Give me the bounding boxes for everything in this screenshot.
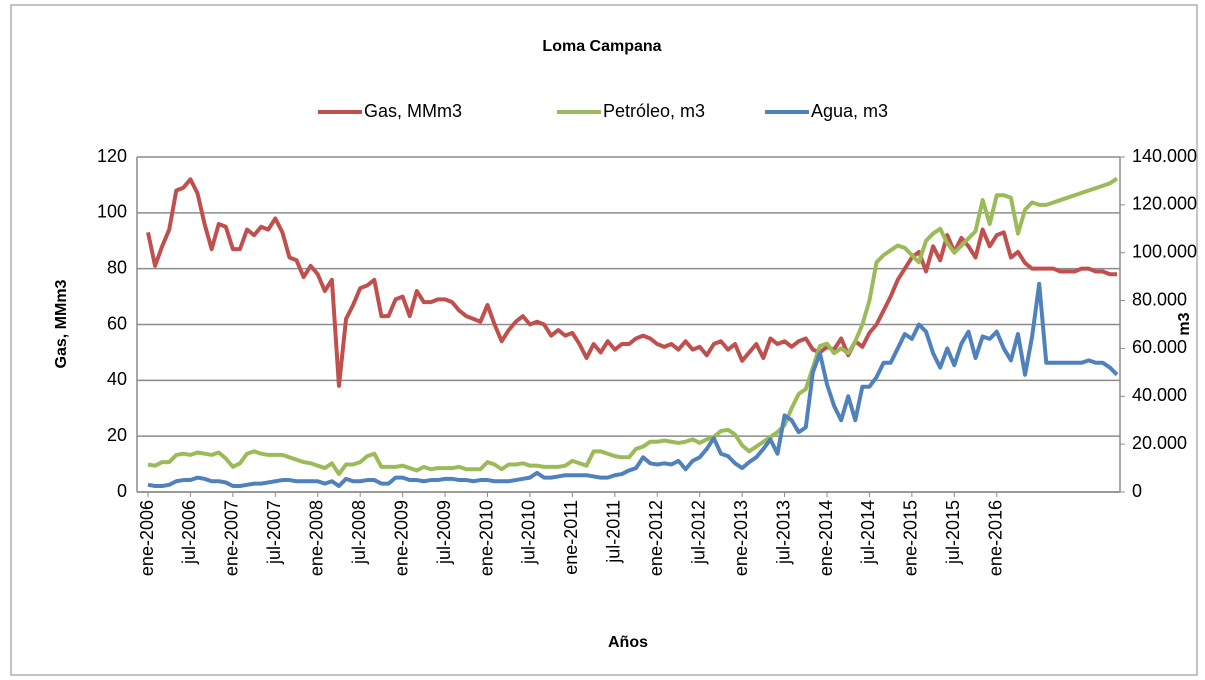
x-tick-label: jul-2015 <box>943 500 963 565</box>
x-tick-label: jul-2011 <box>604 500 624 564</box>
x-tick-label: jul-2012 <box>688 500 708 565</box>
x-tick-label: jul-2008 <box>349 500 369 565</box>
y-tick-label: 100 <box>97 202 127 222</box>
x-tick-label: jul-2013 <box>773 500 793 565</box>
x-tick-label: jul-2006 <box>179 500 199 565</box>
x-tick-label: jul-2014 <box>858 500 878 565</box>
y-tick-label: 120 <box>97 146 127 166</box>
x-tick-label: ene-2013 <box>731 500 751 576</box>
legend-label: Agua, m3 <box>811 101 888 121</box>
x-tick-label: jul-2007 <box>264 500 284 565</box>
y2-tick-label: 20.000 <box>1132 433 1187 453</box>
x-tick-label: ene-2008 <box>307 500 327 576</box>
x-tick-label: ene-2011 <box>561 500 581 575</box>
x-tick-label: ene-2016 <box>986 500 1006 576</box>
y-tick-label: 0 <box>117 481 127 501</box>
y2-tick-label: 120.000 <box>1132 194 1197 214</box>
y-tick-label: 40 <box>107 369 127 389</box>
y2-tick-label: 40.000 <box>1132 385 1187 405</box>
x-tick-label: ene-2010 <box>476 500 496 576</box>
series-line <box>147 281 1119 489</box>
series-line <box>147 176 1119 477</box>
y-axis-title: Gas, MMm3 <box>53 279 70 368</box>
y2-tick-label: 80.000 <box>1132 289 1187 309</box>
y-tick-label: 20 <box>107 425 127 445</box>
x-tick-label: ene-2009 <box>391 500 411 576</box>
x-tick-label: ene-2007 <box>222 500 242 576</box>
x-tick-label: jul-2009 <box>434 500 454 565</box>
y2-axis-title: m3 <box>1176 312 1193 335</box>
y2-tick-label: 0 <box>1132 481 1142 501</box>
x-tick-label: ene-2006 <box>137 500 157 576</box>
y2-tick-label: 60.000 <box>1132 337 1187 357</box>
legend-label: Gas, MMm3 <box>364 101 462 121</box>
x-tick-label: ene-2014 <box>816 500 836 576</box>
x-axis-title: Años <box>608 634 648 651</box>
x-tick-label: ene-2012 <box>646 500 666 576</box>
legend-label: Petróleo, m3 <box>603 101 705 121</box>
y2-tick-label: 140.000 <box>1132 146 1197 166</box>
y-tick-label: 60 <box>107 313 127 333</box>
x-tick-label: ene-2015 <box>901 500 921 576</box>
y-tick-label: 80 <box>107 257 127 277</box>
chart-title: Loma Campana <box>542 38 661 55</box>
y2-tick-label: 100.000 <box>1132 241 1197 261</box>
x-tick-label: jul-2010 <box>519 500 539 565</box>
